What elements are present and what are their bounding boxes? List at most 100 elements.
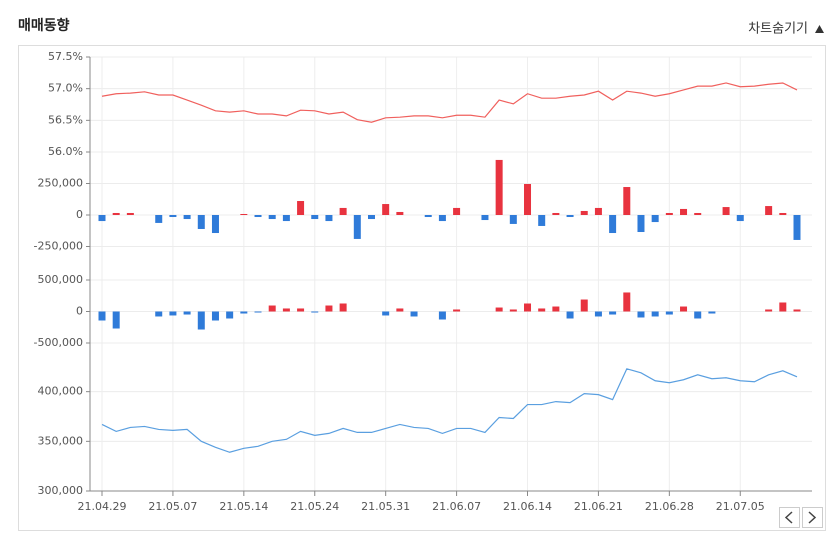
y-tick-label: 57.0% <box>48 82 83 95</box>
bar <box>325 215 333 222</box>
bar <box>495 307 503 312</box>
section-title: 매매동향 <box>18 17 70 34</box>
bar <box>367 215 375 220</box>
nav-next-icon[interactable] <box>808 511 817 524</box>
bar <box>382 311 390 316</box>
x-tick-label: 21.06.14 <box>503 500 552 513</box>
bar <box>779 212 787 215</box>
bar <box>566 311 574 319</box>
bar <box>98 311 106 321</box>
x-tick-label: 21.06.07 <box>432 500 481 513</box>
nav-prev-icon[interactable] <box>784 511 793 524</box>
bar <box>453 309 461 312</box>
bar <box>793 309 801 312</box>
line <box>101 368 798 453</box>
y-tick-label: 57.5% <box>48 50 83 63</box>
bar <box>651 215 659 223</box>
bar <box>623 292 631 312</box>
bar <box>779 302 787 312</box>
x-tick-label: 21.05.31 <box>361 500 410 513</box>
y-tick-label: 56.0% <box>48 145 83 158</box>
bar <box>637 311 645 318</box>
nav-prev-button[interactable] <box>779 507 800 528</box>
bar <box>155 215 163 223</box>
bar <box>240 213 248 215</box>
nav-next[interactable] <box>802 507 823 528</box>
bar <box>665 311 673 315</box>
toggle-icon[interactable] <box>815 25 824 33</box>
y-tick-label: 0 <box>76 208 83 221</box>
bar <box>211 311 219 321</box>
bar <box>297 201 305 215</box>
y-tick-label: 0 <box>76 305 83 318</box>
bar <box>339 303 347 312</box>
bar <box>594 207 602 215</box>
bar <box>297 308 305 312</box>
bar <box>353 215 361 239</box>
x-tick-label: 21.04.29 <box>78 500 127 513</box>
bar <box>736 215 744 222</box>
x-tick-label: 21.06.21 <box>574 500 623 513</box>
bar <box>694 212 702 215</box>
bar <box>339 207 347 215</box>
y-tick-label: 350,000 <box>38 434 84 447</box>
bar <box>211 215 219 234</box>
bar <box>112 311 120 329</box>
bar <box>282 215 290 222</box>
bar <box>609 311 617 315</box>
y-tick-label: 400,000 <box>38 385 84 398</box>
bar <box>254 215 262 218</box>
bar <box>524 184 532 215</box>
bar <box>169 215 177 218</box>
y-tick-label: 300,000 <box>38 484 84 497</box>
chart-frame <box>18 45 826 531</box>
x-tick-label: 21.05.14 <box>219 500 268 513</box>
x-tick-label: 21.05.07 <box>148 500 197 513</box>
bar <box>552 306 560 312</box>
line <box>101 82 798 123</box>
bar <box>226 311 234 319</box>
toggle-label[interactable]: 차트숨기기 <box>748 22 808 37</box>
y-tick-label: -250,000 <box>34 240 83 253</box>
bar <box>169 311 177 316</box>
nav-prev[interactable] <box>779 507 800 528</box>
bar <box>183 311 191 315</box>
bar <box>438 311 446 320</box>
bar <box>481 215 489 221</box>
bar <box>240 311 248 314</box>
bar <box>538 308 546 312</box>
bar <box>665 212 673 215</box>
bar <box>382 204 390 215</box>
bar <box>197 215 205 229</box>
bar <box>509 309 517 312</box>
bar <box>765 206 773 215</box>
bar <box>325 305 333 312</box>
bar <box>722 207 730 215</box>
bar <box>765 309 773 312</box>
bar <box>538 215 546 226</box>
bar <box>623 187 631 215</box>
bar <box>311 215 319 220</box>
x-tick-label: 21.06.28 <box>645 500 694 513</box>
y-tick-label: 56.5% <box>48 113 83 126</box>
y-tick-label: -500,000 <box>34 336 83 349</box>
bar <box>268 215 276 220</box>
bar <box>155 311 163 317</box>
bar <box>609 215 617 234</box>
bar <box>268 305 276 312</box>
bar <box>566 215 574 218</box>
bar <box>793 215 801 240</box>
bar <box>680 306 688 312</box>
bar <box>637 215 645 233</box>
bar <box>98 215 106 222</box>
bar <box>580 299 588 312</box>
bar <box>708 311 716 314</box>
bar <box>311 311 319 313</box>
bar <box>453 207 461 215</box>
bar <box>651 311 659 317</box>
bar <box>424 215 432 218</box>
nav-next-button[interactable] <box>802 507 823 528</box>
bar <box>197 311 205 330</box>
